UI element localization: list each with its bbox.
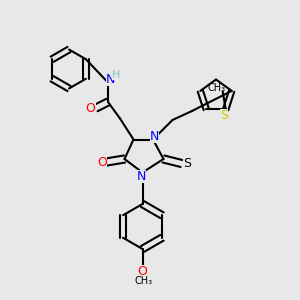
Text: S: S xyxy=(183,157,191,170)
Text: CH₃: CH₃ xyxy=(208,83,226,93)
Text: O: O xyxy=(86,101,95,115)
Text: H: H xyxy=(112,70,121,80)
Text: N: N xyxy=(150,130,159,143)
Text: S: S xyxy=(220,109,228,122)
Text: N: N xyxy=(136,169,146,183)
Text: CH₃: CH₃ xyxy=(135,275,153,286)
Text: N: N xyxy=(106,73,115,86)
Text: O: O xyxy=(138,265,147,278)
Text: O: O xyxy=(97,155,107,169)
